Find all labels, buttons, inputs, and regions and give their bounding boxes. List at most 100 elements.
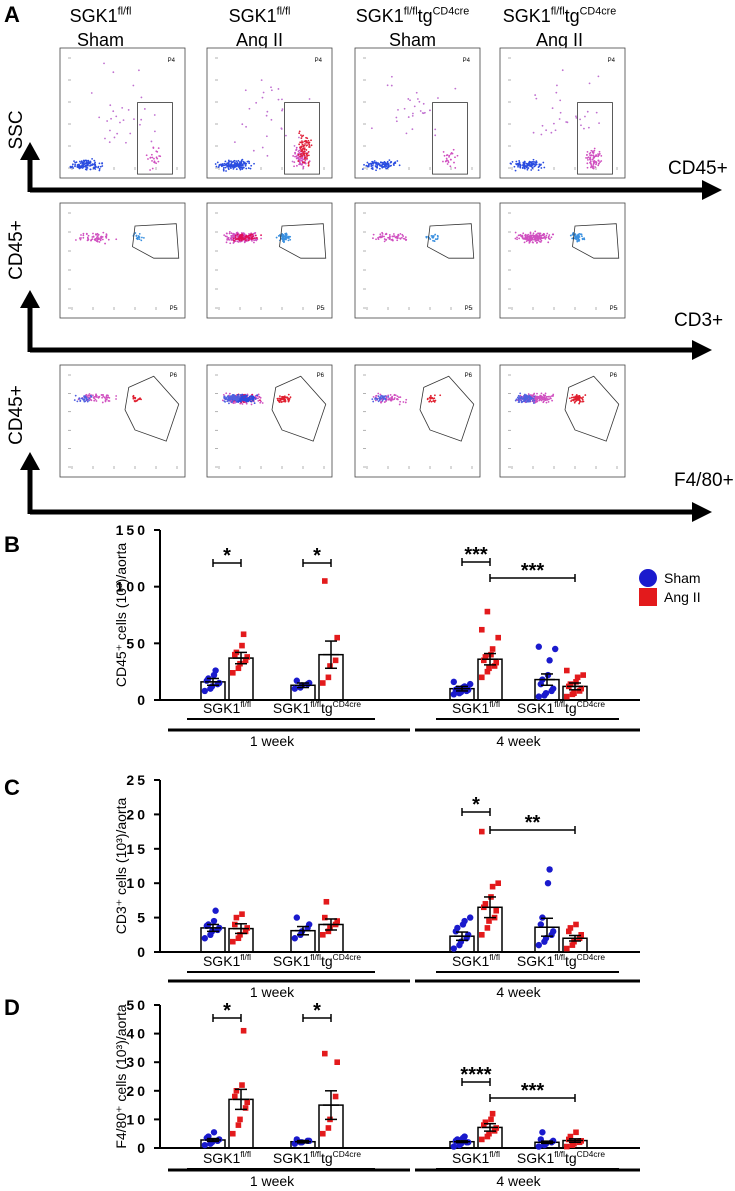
flow-event: [239, 400, 241, 403]
flow-event: [442, 160, 444, 163]
flow-event: [407, 116, 410, 118]
flow-event: [429, 238, 432, 240]
flow-event: [73, 160, 75, 163]
flow-event: [306, 141, 309, 144]
flow-event: [242, 167, 244, 169]
flow-event: [307, 162, 310, 165]
column-condition: Sham: [77, 30, 124, 50]
data-point: [327, 925, 333, 931]
plot-frame: [206, 202, 333, 319]
flow-event: [288, 397, 291, 400]
flow-event: [446, 154, 449, 156]
y-tick-label: 15: [126, 841, 148, 857]
flow-event: [303, 144, 306, 147]
flow-event: [542, 161, 545, 164]
flow-event: [526, 399, 529, 402]
flow-event: [532, 160, 535, 163]
flow-event: [72, 167, 75, 169]
flow-event: [237, 166, 240, 168]
flow-event: [374, 399, 377, 402]
flow-event: [367, 164, 370, 167]
flow-event: [392, 233, 395, 235]
label-part: SGK1: [452, 700, 490, 716]
flow-event: [299, 146, 301, 149]
flow-event: [92, 394, 94, 397]
flow-event: [150, 153, 153, 156]
gate-label: P4: [608, 58, 616, 64]
flow-event: [90, 92, 93, 94]
flow-event: [581, 237, 584, 240]
superscript: fl/fl: [118, 5, 132, 17]
data-point: [479, 674, 485, 681]
group-label: SGK1fl/fl: [203, 1149, 251, 1166]
flow-event: [224, 400, 226, 403]
flow-event: [298, 143, 301, 146]
flow-event: [70, 166, 72, 169]
flow-event: [145, 154, 148, 157]
arrow-head: [20, 290, 40, 308]
y-axis-label: F4/80⁺ cells (10³)/aorta: [113, 1004, 129, 1149]
flow-event: [248, 398, 251, 401]
data-point: [320, 932, 326, 938]
flow-event: [305, 136, 307, 139]
flow-event: [576, 399, 579, 401]
flow-event: [386, 167, 389, 169]
flow-event: [575, 393, 578, 396]
flow-event: [284, 400, 287, 402]
plot-frame: [59, 47, 186, 179]
data-point: [233, 1088, 240, 1094]
flow-event: [250, 398, 253, 401]
flow-event: [252, 149, 255, 152]
flow-event: [598, 122, 600, 125]
flow-event: [600, 154, 603, 157]
flow-event: [261, 96, 264, 99]
flow-event: [281, 108, 284, 111]
column-condition: Ang II: [236, 30, 283, 50]
flow-event: [105, 233, 108, 236]
flow-plot: P6: [354, 364, 481, 478]
flow-event: [254, 398, 257, 400]
flow-event: [379, 236, 382, 239]
superscript: fl/fl: [310, 952, 321, 962]
flow-event: [384, 398, 387, 401]
flow-event: [533, 395, 536, 398]
flow-event: [586, 162, 589, 165]
data-point: [539, 1129, 546, 1136]
flow-event: [444, 160, 447, 163]
flow-event: [122, 119, 125, 122]
flow-event: [89, 394, 92, 397]
flow-event: [306, 157, 308, 160]
flow-event: [548, 234, 551, 236]
y-axis-label: CD45+: [6, 385, 27, 445]
flow-event: [250, 395, 253, 397]
flow-event: [390, 399, 392, 402]
flow-event: [214, 163, 217, 165]
flow-event: [376, 161, 378, 164]
flow-event: [244, 237, 247, 240]
data-point: [535, 693, 542, 700]
flow-event: [74, 163, 77, 166]
flow-event: [521, 166, 524, 169]
flow-event: [250, 233, 252, 236]
flow-event: [389, 393, 392, 396]
flow-event: [228, 230, 231, 233]
data-point: [334, 634, 340, 641]
flow-event: [229, 396, 232, 399]
flow-event: [402, 401, 405, 403]
flow-event: [139, 123, 141, 126]
flow-event: [94, 398, 97, 401]
flow-event: [236, 233, 239, 236]
flow-plot: P6: [59, 364, 186, 478]
flow-event: [394, 162, 397, 164]
flow-event: [300, 163, 302, 166]
flow-event: [298, 163, 301, 166]
data-point: [235, 665, 242, 672]
y-tick-label: 50: [126, 635, 148, 651]
flow-event: [96, 240, 99, 243]
flow-event: [413, 105, 416, 108]
flow-event: [224, 235, 227, 238]
flow-event: [535, 97, 538, 100]
plot-frame: [354, 47, 481, 179]
flow-event: [234, 234, 237, 237]
data-point: [566, 1136, 572, 1143]
